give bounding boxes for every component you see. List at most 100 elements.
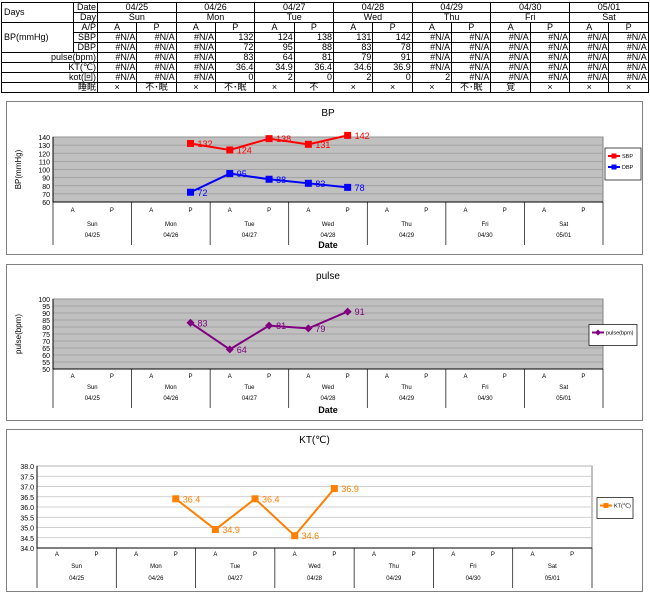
table-cell: 36.9: [372, 62, 413, 73]
data-label: 36.4: [262, 494, 280, 504]
y-tick-label: 36.0: [20, 505, 34, 512]
date-cell: 04/25: [97, 2, 177, 13]
x-ap-label: A: [531, 552, 535, 558]
table-cell: #N/A: [608, 52, 649, 63]
table-cell: 2: [411, 72, 453, 83]
kt-chart: KT(℃) 34.0 34.5 35.0 35.5 36.0 36.5 37.0 37.5 38.…: [20, 435, 634, 588]
x-day-label: Sat: [559, 222, 568, 228]
x-day-label: Wed: [322, 385, 334, 391]
x-day-label: Fri: [470, 564, 477, 570]
x-date-label: 04/28: [320, 233, 336, 239]
x-axis-label: Date: [318, 405, 338, 415]
x-date-label: 05/01: [545, 576, 561, 582]
x-day-label: Mon: [165, 385, 177, 391]
x-ap-label: P: [424, 374, 428, 380]
x-date-label: 04/27: [242, 396, 258, 402]
table-cell: #N/A: [529, 72, 571, 83]
data-point: [265, 321, 274, 330]
x-date-label: 04/28: [320, 396, 336, 402]
x-ap-label: P: [188, 374, 192, 380]
ap-cell: A: [333, 22, 374, 33]
x-ap-label: A: [213, 552, 217, 558]
y-tick-label: 55: [42, 360, 50, 367]
data-label: 79: [315, 324, 325, 334]
x-date-label: 04/25: [69, 576, 85, 582]
table-cell: #N/A: [569, 42, 610, 53]
bp-chart-panel: BP 60 70 80 90 100 110 120 130 140 BP(mmHg) A P A P A P A…: [6, 101, 643, 255]
x-date-label: 04/30: [478, 396, 494, 402]
legend-marker: [603, 503, 609, 508]
x-ap-label: P: [503, 374, 507, 380]
y-tick-label: 120: [38, 151, 50, 158]
day-cell: Sat: [569, 12, 649, 23]
ap-cell: P: [372, 22, 413, 33]
x-ap-label: P: [253, 552, 257, 558]
x-date-label: 04/25: [85, 233, 101, 239]
legend-box: [588, 324, 638, 346]
table-cell: #N/A: [96, 42, 138, 53]
table-cell: #N/A: [490, 32, 531, 43]
legend-label: pulse(bpm): [606, 331, 634, 337]
y-tick-label: 85: [42, 318, 50, 325]
table-cell: #N/A: [175, 52, 217, 63]
data-point: [251, 495, 259, 503]
table-cell: #N/A: [411, 52, 453, 63]
table-cell: 36.4: [215, 62, 256, 73]
x-day-label: Sat: [548, 564, 557, 570]
vitals-table: Days Date 04/25 04/26 04/27 04/28 04/29 04/30 05…: [1, 2, 649, 93]
data-point: [211, 526, 219, 534]
legend-marker: [611, 153, 617, 159]
date-cell: 04/28: [333, 2, 413, 13]
y-tick-label: 75: [42, 332, 50, 339]
x-day-label: Fri: [482, 385, 489, 391]
x-ap-label: A: [451, 552, 455, 558]
x-day-label: Sun: [87, 385, 98, 391]
table-cell: #N/A: [490, 52, 531, 63]
table-cell: ×: [254, 82, 295, 93]
data-label: 91: [355, 307, 365, 317]
table-cell: ×: [608, 82, 649, 93]
data-point: [187, 140, 194, 147]
x-ap-label: A: [228, 208, 232, 214]
y-axis-label: BP(mmHg): [14, 149, 23, 189]
table-cell: ×: [175, 82, 217, 93]
ap-cell: P: [136, 22, 177, 33]
y-tick-label: 34.5: [20, 536, 34, 543]
x-date-label: 04/26: [148, 576, 164, 582]
x-day-label: Thu: [401, 222, 411, 228]
legend-box: [596, 497, 634, 519]
table-cell: 78: [372, 42, 413, 53]
table-cell: 0: [372, 72, 413, 83]
table-cell: #N/A: [451, 52, 492, 63]
data-label: 81: [276, 321, 286, 331]
table-cell: 83: [215, 52, 256, 63]
data-label: 34.9: [222, 525, 240, 535]
x-ap-label: A: [306, 208, 310, 214]
x-ap-label: P: [346, 208, 350, 214]
data-point: [225, 345, 234, 354]
ap-cell: P: [293, 22, 335, 33]
table-cell: 不: [293, 82, 335, 93]
table-cell: #N/A: [608, 42, 649, 53]
y-tick-label: 140: [38, 135, 50, 142]
table-cell: 2: [333, 72, 374, 83]
y-tick-label: 60: [42, 200, 50, 207]
table-cell: #N/A: [451, 62, 492, 73]
legend-marker: [611, 164, 617, 170]
table-cell: #N/A: [175, 62, 217, 73]
table-cell: #N/A: [608, 32, 649, 43]
x-ap-label: A: [134, 552, 138, 558]
y-tick-label: 100: [38, 297, 50, 304]
table-cell: 0: [215, 72, 256, 83]
day-cell: Wed: [333, 12, 413, 23]
x-day-label: Tue: [230, 564, 241, 570]
x-ap-label: A: [71, 208, 75, 214]
table-cell: #N/A: [96, 72, 138, 83]
x-ap-label: P: [188, 208, 192, 214]
data-point: [265, 135, 273, 143]
ap-cell: A: [569, 22, 610, 33]
date-cell: 05/01: [569, 2, 649, 13]
data-label: 36.4: [183, 494, 201, 504]
y-tick-label: 35.5: [20, 515, 34, 522]
data-point: [343, 307, 352, 316]
